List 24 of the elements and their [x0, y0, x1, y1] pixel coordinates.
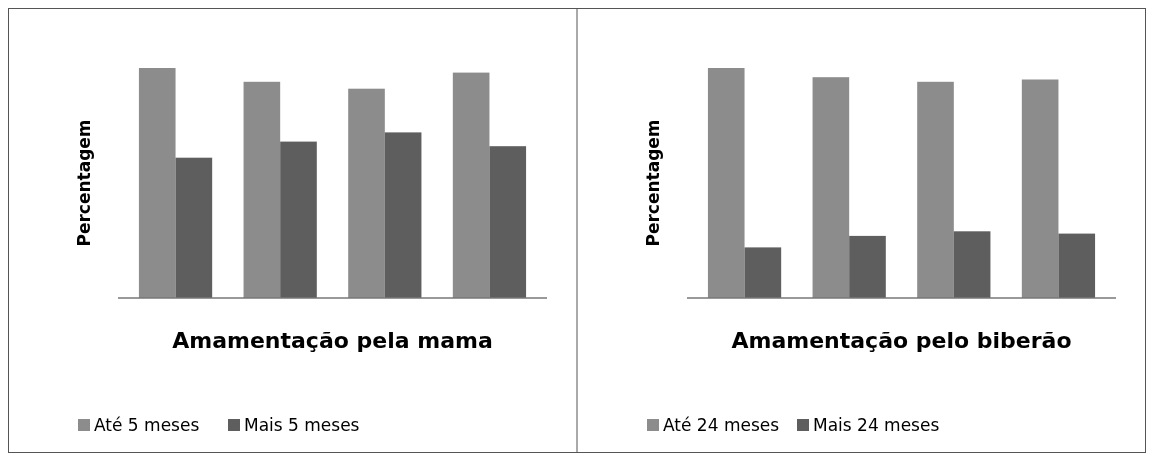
legend-label: Mais 5 meses [244, 415, 360, 435]
legend-label: Até 5 meses [94, 415, 200, 435]
bar [917, 81, 954, 298]
bar [812, 77, 850, 298]
y-axis-title: Percentagem [74, 119, 94, 247]
bar [744, 247, 782, 298]
bar [452, 72, 490, 298]
legend-label: Até 24 meses [663, 415, 780, 435]
bar [489, 146, 527, 298]
bar [175, 157, 213, 298]
bar [138, 68, 176, 298]
x-axis-title: Amamentação pelo biberão [731, 328, 1072, 353]
bar [707, 68, 745, 298]
bar [953, 231, 991, 298]
bar [384, 132, 422, 298]
legend-label: Mais 24 meses [813, 415, 940, 435]
y-axis-title: Percentagem [643, 119, 663, 247]
bar [849, 235, 886, 298]
bar [1021, 79, 1059, 298]
bar [1058, 233, 1096, 298]
bar [243, 81, 281, 298]
bar [280, 141, 317, 298]
x-axis-title: Amamentação pela mama [172, 328, 493, 353]
bar [348, 88, 385, 298]
